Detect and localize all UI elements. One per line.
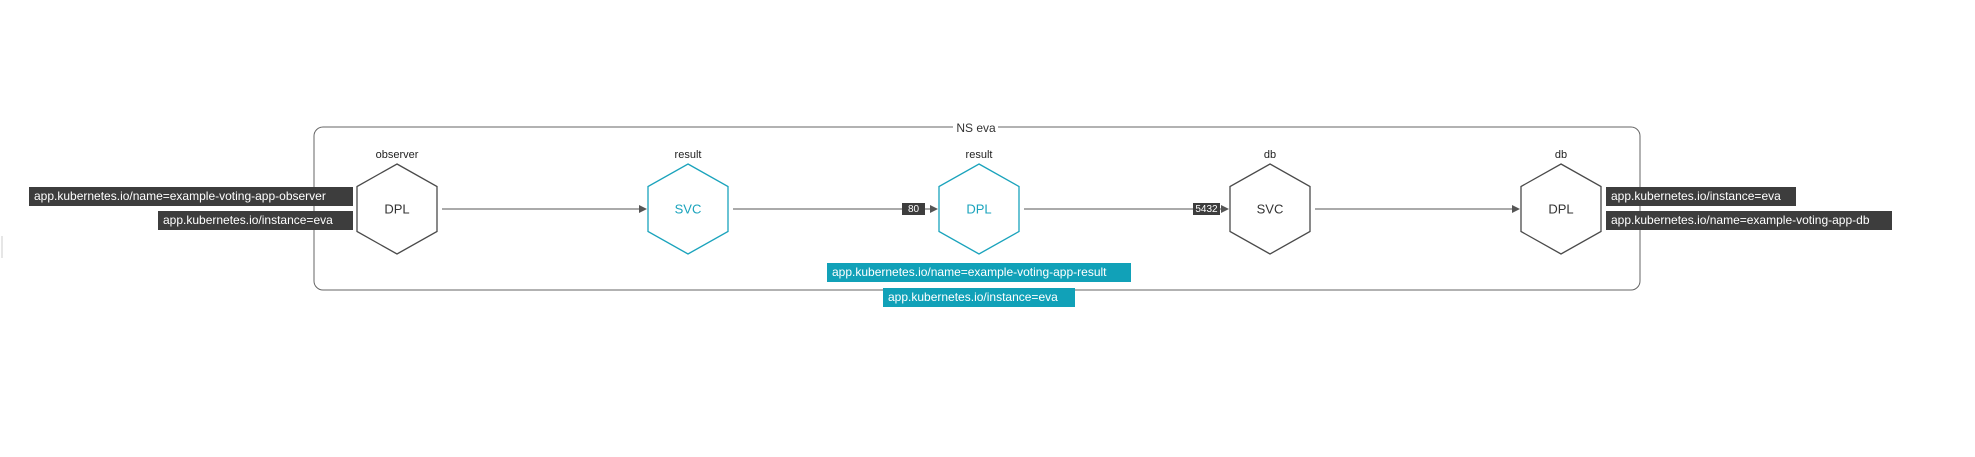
node-db-service[interactable]: db SVC — [1229, 149, 1311, 255]
node-type-label: DPL — [384, 201, 409, 216]
hexagon-icon — [1520, 163, 1602, 255]
label-tag-observer-name: app.kubernetes.io/name=example-voting-ap… — [29, 187, 353, 206]
label-tag-result-name: app.kubernetes.io/name=example-voting-ap… — [827, 263, 1131, 282]
svg-text:80: 80 — [908, 204, 920, 215]
node-type-label: DPL — [966, 201, 991, 216]
node-name-observer: observer — [376, 149, 419, 161]
node-observer-deployment[interactable]: observer DPL — [356, 149, 438, 255]
svg-text:app.kubernetes.io/name=example: app.kubernetes.io/name=example-voting-ap… — [1611, 213, 1870, 227]
svg-text:app.kubernetes.io/instance=eva: app.kubernetes.io/instance=eva — [163, 213, 333, 227]
namespace-label: NS eva — [956, 121, 996, 135]
node-type-label: DPL — [1548, 201, 1573, 216]
label-tag-db-instance: app.kubernetes.io/instance=eva — [1606, 187, 1796, 206]
hexagon-icon — [647, 163, 729, 255]
label-tag-result-instance: app.kubernetes.io/instance=eva — [883, 288, 1075, 307]
node-name-result-dpl: result — [966, 149, 993, 161]
node-result-deployment[interactable]: result DPL — [938, 149, 1020, 255]
node-type-label: SVC — [675, 201, 702, 216]
svg-text:app.kubernetes.io/instance=eva: app.kubernetes.io/instance=eva — [1611, 189, 1781, 203]
label-tag-db-name: app.kubernetes.io/name=example-voting-ap… — [1606, 211, 1892, 230]
svg-text:app.kubernetes.io/name=example: app.kubernetes.io/name=example-voting-ap… — [832, 265, 1107, 279]
hexagon-icon — [356, 163, 438, 255]
node-db-deployment[interactable]: db DPL — [1520, 149, 1602, 255]
node-name-result-svc: result — [675, 149, 702, 161]
port-badge-80: 80 — [902, 203, 925, 215]
node-name-db-svc: db — [1264, 149, 1276, 161]
hexagon-icon — [1229, 163, 1311, 255]
node-name-db-dpl: db — [1555, 149, 1567, 161]
namespace-label-bg — [953, 120, 998, 134]
svg-text:app.kubernetes.io/instance=eva: app.kubernetes.io/instance=eva — [888, 290, 1058, 304]
node-type-label: SVC — [1257, 201, 1284, 216]
node-result-service[interactable]: result SVC — [647, 149, 729, 255]
label-tag-observer-instance: app.kubernetes.io/instance=eva — [158, 211, 353, 230]
port-badge-5432: 5432 — [1193, 203, 1220, 215]
hexagon-icon — [938, 163, 1020, 255]
svg-text:app.kubernetes.io/name=example: app.kubernetes.io/name=example-voting-ap… — [34, 189, 326, 203]
svg-text:5432: 5432 — [1195, 204, 1218, 215]
